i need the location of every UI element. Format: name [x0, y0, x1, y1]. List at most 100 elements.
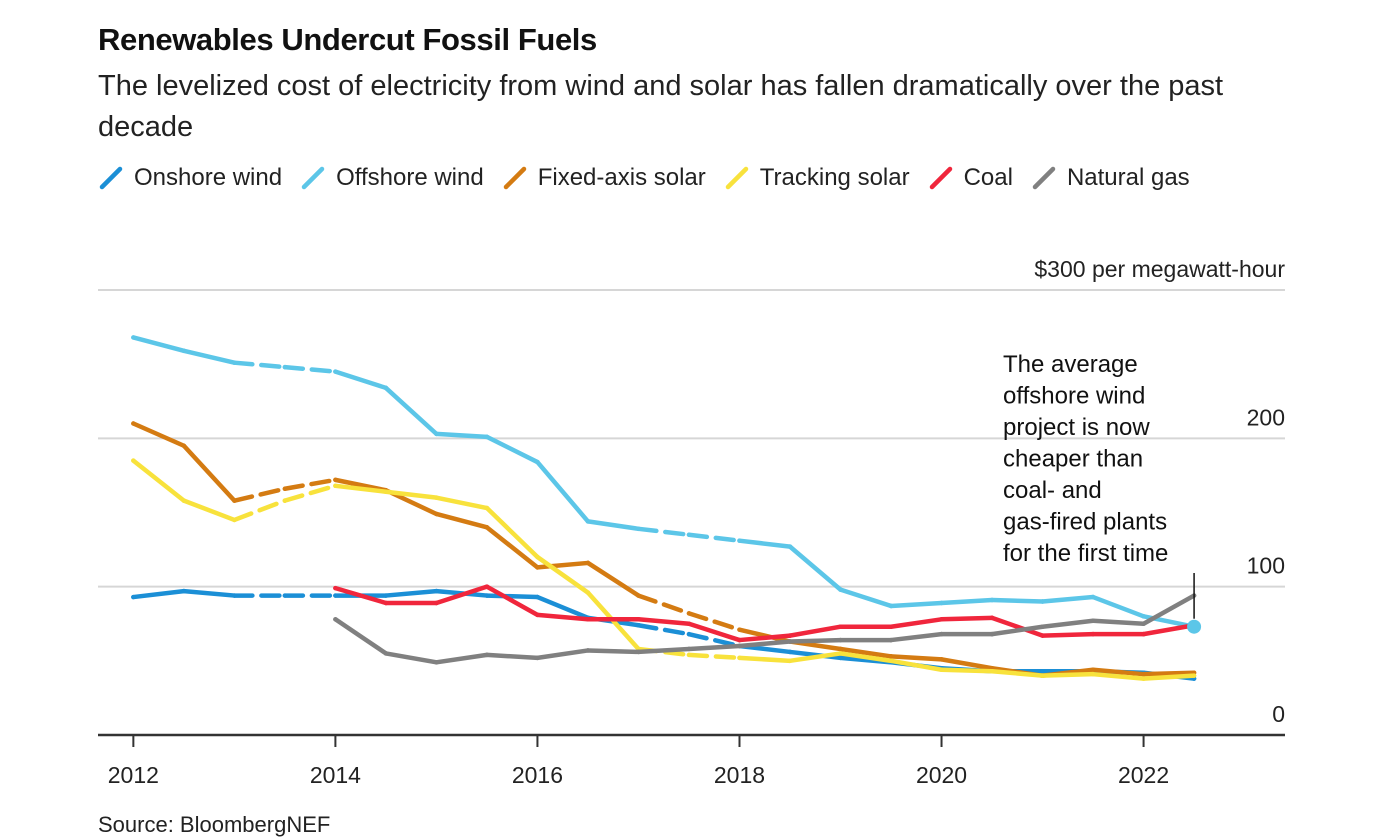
- data-point: [383, 600, 389, 606]
- data-point: [888, 654, 894, 659]
- series-segment: [434, 652, 490, 665]
- data-point: [1141, 671, 1146, 677]
- annotation-line: cheaper than: [1003, 446, 1143, 473]
- legend-swatch-icon: [929, 166, 952, 190]
- series-segment: [1141, 622, 1197, 637]
- data-point: [787, 633, 793, 638]
- series-segment: [484, 434, 540, 465]
- series-segment: [888, 617, 944, 629]
- data-point: [232, 517, 237, 523]
- legend-item: Onshore wind: [98, 163, 282, 193]
- legend-swatch-icon: [99, 166, 123, 190]
- data-point: [484, 593, 490, 598]
- series-segment-dashed: [282, 483, 338, 503]
- data-point: [737, 627, 742, 632]
- data-point: [737, 637, 742, 643]
- data-point: [484, 505, 490, 511]
- data-point: [1141, 631, 1146, 637]
- data-point: [535, 459, 540, 465]
- series-segment: [1040, 618, 1096, 629]
- series-segment: [1141, 593, 1197, 626]
- series-coal: [333, 584, 1197, 643]
- series-segment: [535, 612, 591, 622]
- data-point: [585, 617, 591, 622]
- series-segment: [585, 560, 641, 598]
- data-point: [838, 587, 843, 592]
- data-point: [484, 525, 490, 530]
- data-point: [434, 600, 439, 606]
- series-natural-gas: [333, 593, 1197, 665]
- series-segment: [686, 643, 742, 652]
- data-point: [636, 617, 641, 622]
- legend-item: Natural gas: [1031, 163, 1190, 193]
- data-point: [131, 458, 136, 463]
- data-point: [686, 646, 692, 652]
- data-point: [636, 649, 641, 655]
- data-point: [585, 590, 591, 595]
- data-point: [333, 617, 338, 622]
- data-point: [333, 477, 338, 483]
- data-point: [888, 637, 894, 643]
- data-point: [282, 593, 288, 598]
- legend-label: Coal: [963, 164, 1013, 191]
- data-point: [787, 544, 793, 549]
- data-point: [939, 617, 944, 622]
- legend-label: Tracking solar: [759, 164, 910, 191]
- legend-label: Onshore wind: [134, 164, 283, 191]
- data-point: [434, 495, 439, 500]
- legend-label: Offshore wind: [336, 164, 484, 191]
- series-segment: [434, 511, 490, 530]
- series-segment: [787, 637, 843, 644]
- data-point: [434, 588, 439, 594]
- data-point: [383, 385, 389, 391]
- data-point: [939, 631, 944, 637]
- data-point: [1141, 621, 1146, 626]
- series-segment: [484, 584, 540, 618]
- series-segment: [737, 538, 793, 549]
- series-segment: [989, 615, 1045, 638]
- data-point: [636, 526, 641, 532]
- series-segment: [383, 588, 439, 598]
- legend-item: Tracking solar: [724, 163, 910, 193]
- series-segment-dashed: [686, 652, 742, 661]
- series-segment: [838, 651, 894, 664]
- data-point: [434, 660, 439, 665]
- data-point: [838, 651, 843, 656]
- data-point: [737, 643, 742, 649]
- series-segment: [131, 588, 187, 600]
- series-segment-dashed: [686, 631, 742, 649]
- series-segment: [333, 585, 389, 606]
- data-point: [131, 335, 136, 340]
- series-segment-dashed: [636, 526, 692, 537]
- series-segment: [939, 657, 995, 671]
- data-point: [989, 615, 995, 621]
- series-segment: [181, 348, 237, 365]
- data-point: [787, 639, 793, 644]
- x-tick-label: 2018: [714, 762, 765, 788]
- series-segment: [939, 615, 995, 622]
- series-segment: [1090, 667, 1146, 677]
- legend-swatch-icon: [725, 166, 749, 190]
- series-segment: [535, 554, 591, 595]
- series-segment: [181, 498, 237, 523]
- series-segment: [181, 588, 237, 598]
- series-segment: [333, 483, 389, 494]
- data-point: [585, 519, 591, 524]
- data-point: [1090, 631, 1096, 637]
- data-point: [737, 538, 742, 543]
- series-segment: [888, 658, 944, 672]
- y-tick-label: 200: [1247, 404, 1285, 430]
- series-segment: [484, 525, 540, 570]
- data-point: [989, 631, 995, 637]
- series-segment: [1040, 594, 1096, 604]
- data-point: [787, 658, 793, 664]
- y-axis-label: $300 per megawatt-hour: [1034, 256, 1285, 282]
- series-segment-dashed: [636, 593, 692, 616]
- series-segment: [888, 631, 944, 643]
- x-tick-label: 2014: [310, 762, 361, 788]
- series-segment: [535, 648, 591, 661]
- data-point: [1040, 633, 1045, 638]
- data-point: [1040, 669, 1045, 674]
- series-segment: [131, 421, 187, 448]
- series-segment: [787, 544, 843, 592]
